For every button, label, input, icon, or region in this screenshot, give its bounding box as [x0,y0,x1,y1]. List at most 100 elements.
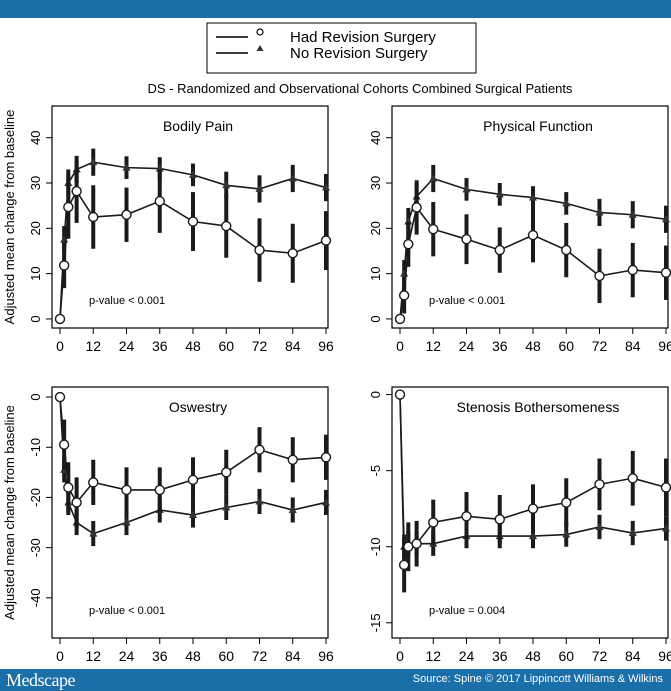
medscape-logo: Medscape [6,670,75,690]
panel-title: Oswestry [169,399,227,415]
source-credit: Source: Spine © 2017 Lippincott Williams… [412,673,663,685]
y-tick-label: -5 [368,465,383,477]
x-tick-label: 84 [285,648,301,664]
data-point-circle [121,209,132,220]
data-point-circle [154,484,165,496]
y-tick-label: 40 [368,130,383,144]
data-point-circle [88,211,99,223]
data-point-triangle [288,505,297,513]
legend-marker-triangle [256,45,264,51]
y-tick-label: 20 [28,221,43,235]
data-point-circle [187,474,199,486]
p-value-annotation: p-value < 0.001 [429,295,505,307]
y-axis-label: Adjusted mean change from baseline [2,110,17,325]
x-tick-label: 96 [658,338,671,354]
y-axis-label: Adjusted mean change from baseline [2,405,17,620]
x-tick-label: 96 [658,648,671,664]
data-point-circle [394,313,406,325]
data-point-circle [561,497,572,508]
data-point-triangle [322,497,330,506]
data-point-triangle [662,214,670,223]
data-point-circle [254,244,265,256]
bottom-brand-bar: Medscape Source: Spine © 2017 Lippincott… [0,669,671,691]
data-point-circle [461,511,472,522]
x-tick-label: 60 [558,338,574,354]
chart-panel-1: Bodily Pain 0 10 20 30 40 0 12 24 36 48 60 72 84 96 Adj… [2,105,334,354]
chart-panels: Bodily Pain 0 10 20 30 40 0 12 24 36 48 60 72 84 96 Adj… [2,105,671,664]
data-point-triangle [122,163,131,171]
x-tick-label: 96 [318,648,334,664]
p-value-annotation: p-value < 0.001 [89,605,165,617]
data-point-circle [154,195,165,207]
x-tick-label: 24 [459,648,475,664]
data-point-circle [428,224,439,235]
legend-label-no-revision: No Revision Surgery [290,45,428,62]
data-point-triangle [628,528,637,537]
data-point-circle [461,233,472,245]
x-tick-label: 12 [85,338,101,354]
y-tick-label: -10 [28,438,43,457]
data-point-triangle [322,183,330,191]
data-point-circle [411,202,422,213]
data-point-circle [58,439,70,450]
x-tick-label: 72 [252,338,268,354]
y-tick-label: -10 [368,537,383,556]
data-point-triangle [288,173,297,182]
series-line [399,205,667,320]
x-tick-label: 36 [492,648,508,664]
x-tick-label: 36 [152,338,168,354]
x-tick-label: 60 [218,338,234,354]
data-point-circle [428,517,439,528]
x-tick-label: 48 [185,648,201,664]
data-point-circle [660,482,671,493]
data-point-circle [398,290,410,301]
x-tick-label: 12 [85,648,101,664]
x-tick-label: 48 [525,648,541,664]
data-point-circle [411,538,422,549]
series-line [59,396,327,504]
data-point-circle [71,497,82,508]
series-circle [394,389,671,593]
x-tick-label: 24 [459,338,475,354]
panel-title: Bodily Pain [163,118,233,134]
figure-canvas: Had Revision Surgery No Revision Surgery… [2,22,671,664]
data-point-circle [494,244,505,256]
series-circle [54,159,332,325]
x-tick-label: 84 [625,338,641,354]
x-tick-label: 12 [425,648,441,664]
x-tick-label: 0 [56,338,64,354]
y-tick-label: 20 [368,221,383,235]
x-tick-label: 12 [425,338,441,354]
legend-label-had-revision: Had Revision Surgery [290,29,436,46]
data-point-circle [254,444,265,455]
data-point-triangle [529,193,537,201]
x-tick-label: 60 [558,648,574,664]
data-point-triangle [189,170,197,178]
chart-panel-2: Physical Function 0 10 20 30 40 0 12 24 36 48 60 72 8… [368,105,671,354]
data-point-triangle [222,502,231,511]
x-tick-label: 48 [525,338,541,354]
legend-box [206,22,477,74]
x-tick-label: 72 [592,648,608,664]
data-point-circle [494,514,505,525]
data-point-triangle [222,180,231,189]
x-tick-label: 72 [592,338,608,354]
x-tick-label: 84 [285,338,301,354]
data-point-circle [221,467,232,478]
data-point-circle [627,473,638,484]
plot-frame [51,386,329,639]
data-point-circle [121,484,132,496]
data-point-circle [63,482,74,493]
data-point-triangle [122,518,131,526]
panel-title: Stenosis Bothersomeness [457,399,620,415]
y-tick-label: 10 [28,266,43,280]
data-point-circle [71,185,82,197]
p-value-annotation: p-value < 0.001 [89,295,165,307]
data-point-circle [320,452,332,463]
data-point-circle [394,389,406,400]
panel-title: Physical Function [483,118,593,134]
x-tick-label: 36 [152,648,168,664]
y-tick-label: 0 [28,315,43,322]
data-point-triangle [429,173,438,182]
data-point-circle [320,235,332,246]
